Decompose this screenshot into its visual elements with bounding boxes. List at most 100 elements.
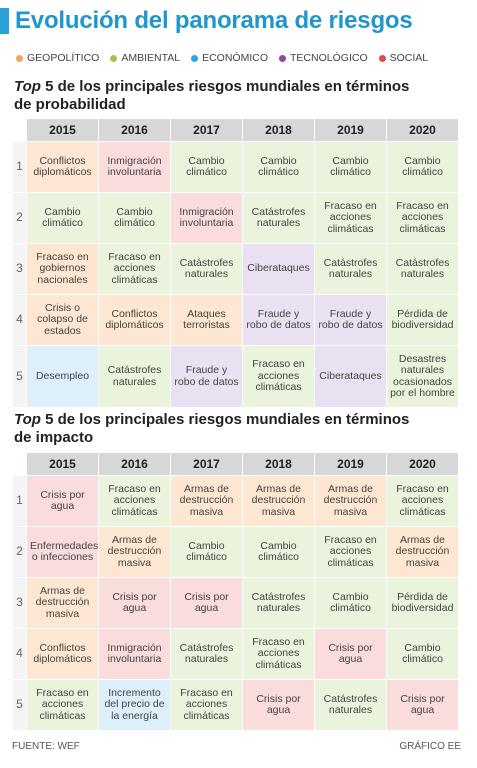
risk-cell: Fraude y robo de datos (242, 294, 315, 346)
table-row: 4 Crisis o colapso de estados Conflictos d… (12, 294, 459, 346)
risk-cell: Fracaso en acciones climáticas (98, 475, 171, 527)
section-title-italic: Top (14, 78, 41, 95)
legend-item: ECONÓMICO (191, 52, 268, 64)
header-row: 2015 2016 2017 2018 2019 2020 (12, 118, 459, 142)
risk-cell: Pérdida de biodiversidad (386, 294, 459, 346)
risk-cell: Cambio climático (314, 141, 387, 193)
risk-cell: Conflictos diplomáticos (26, 628, 99, 680)
year-header: 2020 (386, 452, 459, 476)
risk-cell: Cambio climático (26, 192, 99, 244)
risk-cell: Catástrofes naturales (242, 577, 315, 629)
legend-item: GEOPOLÍTICO (16, 52, 99, 64)
legend-item: AMBIENTAL (110, 52, 180, 64)
risk-cell: Fracaso en acciones climáticas (386, 475, 459, 527)
risk-cell: Cambio climático (242, 526, 315, 578)
risk-cell: Ciberataques (314, 345, 387, 408)
risk-cell: Fracaso en acciones climáticas (26, 679, 99, 731)
risk-cell: Fracaso en acciones climáticas (314, 526, 387, 578)
section-title-rest: 5 de los principales riesgos mundiales e… (40, 411, 410, 428)
legend-label: ECONÓMICO (202, 52, 269, 64)
table-row: 2 Cambio climático Cambio climático Inmigra… (12, 192, 459, 244)
risk-cell: Cambio climático (170, 526, 243, 578)
risk-cell: Fraude y robo de datos (314, 294, 387, 346)
risk-cell: Inmigración involuntaria (170, 192, 243, 244)
legend-label: SOCIAL (389, 52, 429, 64)
section-title-rest: 5 de los principales riesgos mundiales e… (40, 78, 410, 95)
table-row: 1 Conflictos diplomáticos Inmigración invo… (12, 141, 459, 193)
risk-cell: Crisis o colapso de estados (26, 294, 99, 346)
section-title-italic: Top (14, 411, 41, 428)
risk-cell: Catástrofes naturales (314, 243, 387, 295)
risk-cell: Conflictos diplomáticos (98, 294, 171, 346)
legend-item: SOCIAL (378, 52, 429, 64)
header-row: 2015 2016 2017 2018 2019 2020 (12, 452, 459, 476)
risk-cell: Crisis por agua (170, 577, 243, 629)
section-title-line2: de impacto (14, 429, 94, 446)
risk-cell: Catástrofes naturales (242, 192, 315, 244)
risk-cell: Armas de destrucción masiva (386, 526, 459, 578)
risk-cell: Catástrofes naturales (314, 679, 387, 731)
rank-label: 4 (12, 294, 27, 346)
legend-dot-icon (279, 54, 287, 62)
risk-cell: Fracaso en acciones climáticas (242, 345, 315, 408)
legend-dot-icon (110, 54, 118, 62)
risk-cell: Desempleo (26, 345, 99, 408)
legend-item: TECNOLÓGICO (279, 52, 368, 64)
table-row: 1 Crisis por agua Fracaso en acciones clim… (12, 475, 459, 527)
year-header: 2019 (314, 118, 387, 142)
year-header: 2018 (242, 452, 315, 476)
table-row: 2 Enfermedades o infecciones Armas de dest… (12, 526, 459, 578)
table-row: 3 Fracaso en gobiernos nacionales Fracaso … (12, 243, 459, 295)
risk-cell: Armas de destrucción masiva (26, 577, 99, 629)
title-row: Evolución del panorama de riesgos (0, 6, 413, 36)
risk-cell: Catástrofes naturales (170, 628, 243, 680)
rank-label: 5 (12, 345, 27, 408)
risk-cell: Inmigración involuntaria (98, 628, 171, 680)
table-row: 3 Armas de destrucción masiva Crisis por a… (12, 577, 459, 629)
risk-cell: Cambio climático (314, 577, 387, 629)
rank-label: 3 (12, 577, 27, 629)
section-title-line2: de probabilidad (14, 96, 126, 113)
risk-cell: Conflictos diplomáticos (26, 141, 99, 193)
rank-label: 1 (12, 141, 27, 193)
legend-label: GEOPOLÍTICO (27, 52, 100, 64)
table-impacto: 2015 2016 2017 2018 2019 2020 1 Crisis por agua… (12, 452, 459, 731)
risk-cell: Cambio climático (386, 628, 459, 680)
legend-label: AMBIENTAL (121, 52, 181, 64)
risk-cell: Cambio climático (242, 141, 315, 193)
risk-cell: Fracaso en acciones climáticas (386, 192, 459, 244)
rank-label: 4 (12, 628, 27, 680)
table-row: 5 Desempleo Catástrofes naturales Fraude y … (12, 345, 459, 408)
credit-note: GRÁFICO EE (399, 741, 461, 752)
year-header: 2017 (170, 452, 243, 476)
risk-cell: Enfermedades o infecciones (26, 526, 99, 578)
year-header: 2018 (242, 118, 315, 142)
risk-cell: Catástrofes naturales (170, 243, 243, 295)
risk-cell: Fraude y robo de datos (170, 345, 243, 408)
risk-cell: Cambio climático (386, 141, 459, 193)
risk-cell: Cambio climático (98, 192, 171, 244)
risk-cell: Armas de destrucción masiva (242, 475, 315, 527)
risk-cell: Fracaso en acciones climáticas (314, 192, 387, 244)
risk-cell: Fracaso en acciones climáticas (98, 243, 171, 295)
risk-cell: Armas de destrucción masiva (98, 526, 171, 578)
risk-cell: Incremento del precio de la energía (98, 679, 171, 731)
risk-cell: Cambio climático (170, 141, 243, 193)
risk-cell: Catástrofes naturales (386, 243, 459, 295)
risk-cell: Catástrofes naturales (98, 345, 171, 408)
risk-cell: Crisis por agua (242, 679, 315, 731)
risk-cell: Crisis por agua (26, 475, 99, 527)
source-note: FUENTE: WEF (12, 741, 80, 752)
rank-label: 3 (12, 243, 27, 295)
year-header: 2016 (98, 118, 171, 142)
section-title-probabilidad: Top 5 de los principales riesgos mundial… (14, 78, 409, 114)
legend-dot-icon (378, 54, 386, 62)
risk-cell: Desastres naturales ocasionados por el h… (386, 345, 459, 408)
table-probabilidad: 2015 2016 2017 2018 2019 2020 1 Conflictos dipl… (12, 118, 459, 408)
header-corner (12, 118, 27, 142)
risk-cell: Crisis por agua (386, 679, 459, 731)
legend: GEOPOLÍTICO AMBIENTAL ECONÓMICO TECNOLÓGICO… (16, 52, 439, 64)
risk-cell: Ciberataques (242, 243, 315, 295)
risk-cell: Pérdida de biodiversidad (386, 577, 459, 629)
risk-cell: Crisis por agua (314, 628, 387, 680)
